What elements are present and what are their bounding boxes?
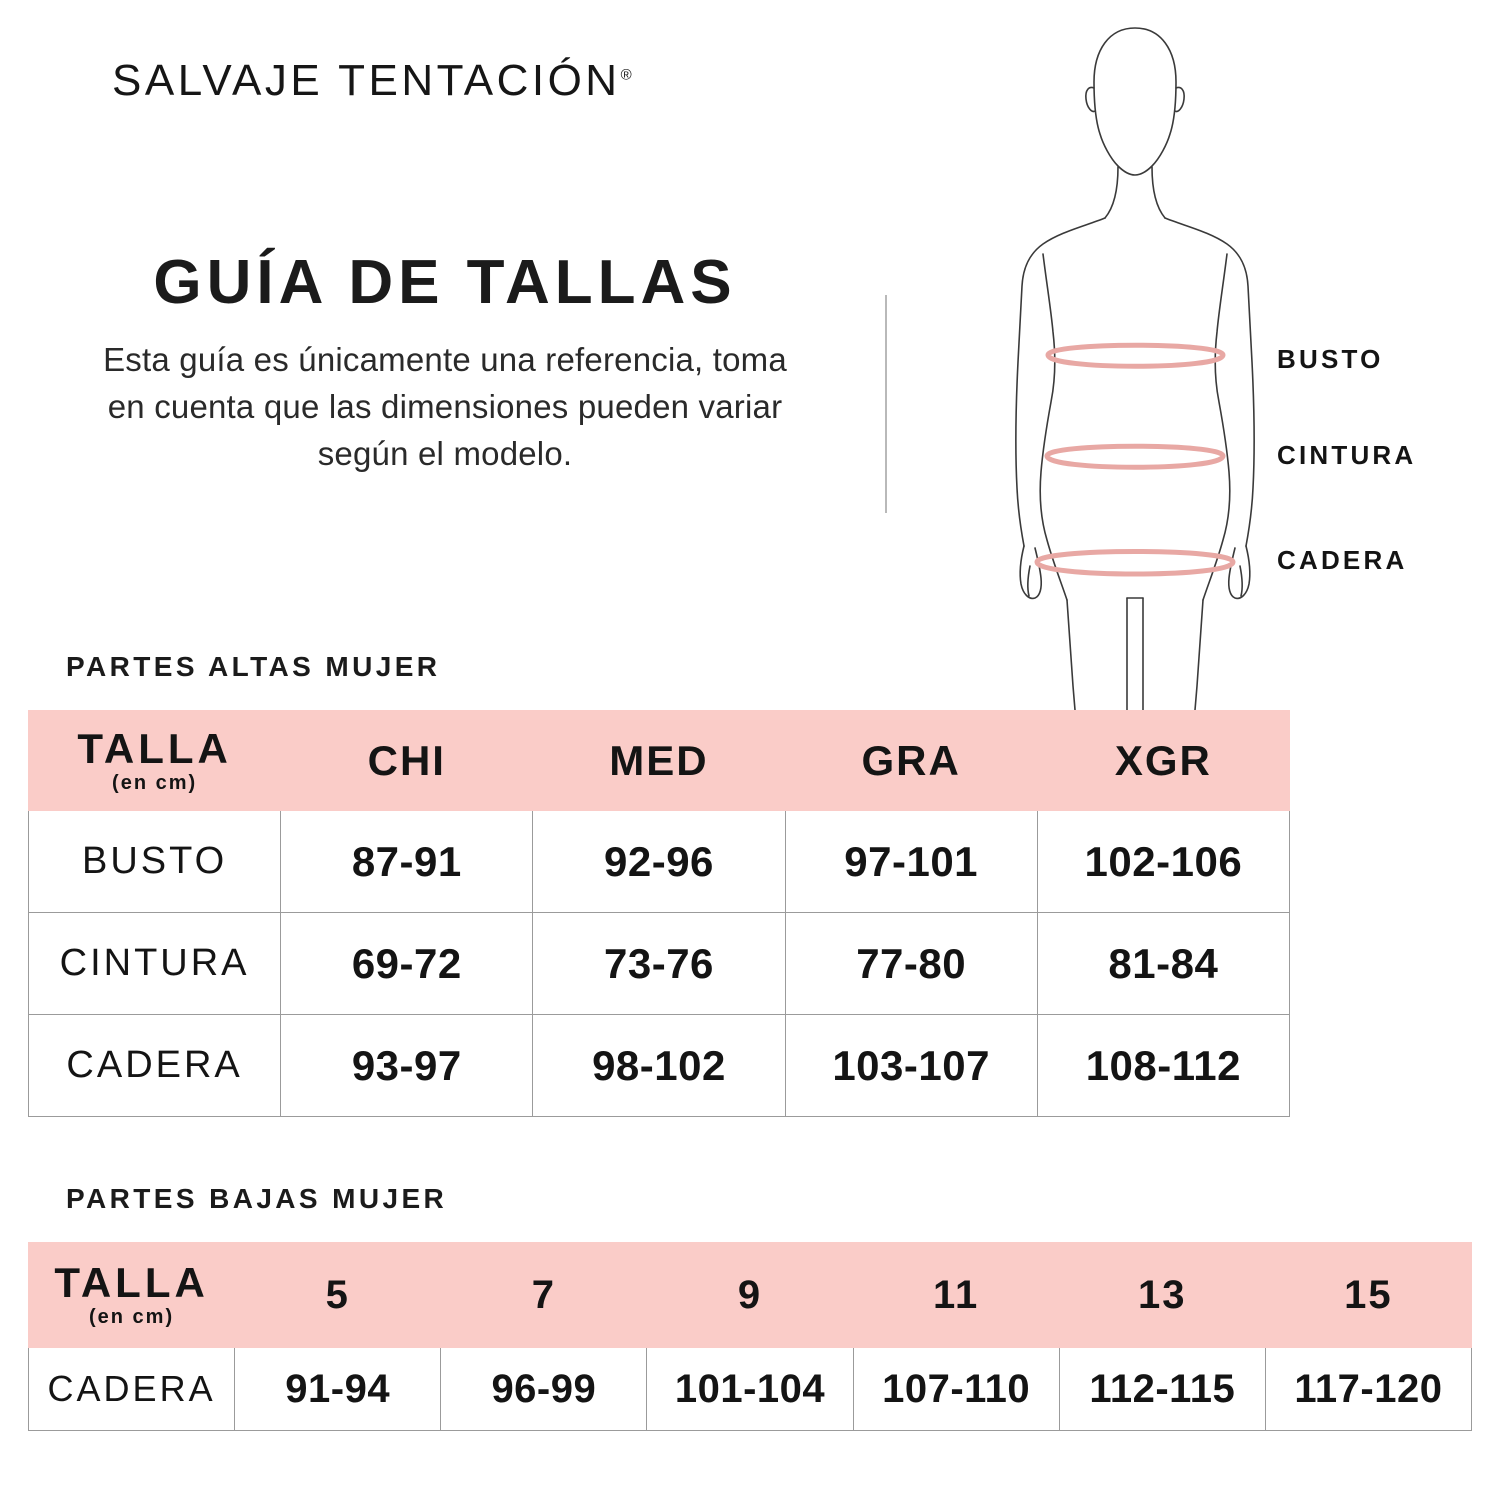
- size-table-lower: TALLA (en cm) 5 7 9 11 13 15 CADERA 91-9…: [27, 1242, 1473, 1431]
- header-size-xgr: XGR: [1036, 710, 1291, 811]
- row-label-cadera: CADERA: [27, 1014, 282, 1117]
- table-header-row: TALLA (en cm) 5 7 9 11 13 15: [27, 1242, 1473, 1348]
- header-size-7: 7: [440, 1242, 648, 1348]
- table-header-row: TALLA (en cm) CHI MED GRA XGR: [27, 710, 1291, 811]
- cell-cadera-11: 107-110: [852, 1347, 1060, 1431]
- section-caption-lower: PARTES BAJAS MUJER: [66, 1183, 448, 1214]
- intro-description: Esta guía es únicamente una referencia, …: [103, 341, 787, 472]
- cell-cadera-9: 101-104: [646, 1347, 854, 1431]
- size-table-upper: TALLA (en cm) CHI MED GRA XGR BUSTO 87-9…: [27, 710, 1291, 1117]
- cintura-measure-ellipse: [1044, 443, 1226, 470]
- table-row: BUSTO 87-91 92-96 97-101 102-106: [27, 810, 1291, 913]
- intro-block: GUÍA DE TALLAS Esta guía es únicamente u…: [40, 250, 850, 478]
- registered-trademark-icon: ®: [620, 66, 632, 84]
- row-label-cintura: CINTURA: [27, 912, 282, 1015]
- row-label-cadera: CADERA: [27, 1347, 236, 1431]
- busto-measure-ellipse: [1045, 342, 1226, 369]
- cadera-measure-ellipse: [1034, 549, 1236, 577]
- brand-title: SALVAJE TENTACIÓN®: [112, 56, 632, 106]
- header-talla-unit: (en cm): [112, 771, 198, 794]
- cell-cadera-gra: 103-107: [784, 1014, 1038, 1117]
- table-row: CADERA 91-94 96-99 101-104 107-110 112-1…: [27, 1347, 1473, 1431]
- table-row: CINTURA 69-72 73-76 77-80 81-84: [27, 912, 1291, 1015]
- table-row: CADERA 93-97 98-102 103-107 108-112: [27, 1014, 1291, 1117]
- header-size-15: 15: [1264, 1242, 1473, 1348]
- cell-cadera-5: 91-94: [234, 1347, 442, 1431]
- cell-cadera-med: 98-102: [532, 1014, 786, 1117]
- header-size-gra: GRA: [784, 710, 1038, 811]
- label-busto: BUSTO: [1277, 344, 1384, 374]
- cell-busto-med: 92-96: [532, 810, 786, 913]
- page-title: GUÍA DE TALLAS: [153, 248, 737, 317]
- header-size-11: 11: [852, 1242, 1060, 1348]
- header-talla-text: TALLA: [77, 724, 232, 772]
- cell-cadera-7: 96-99: [440, 1347, 648, 1431]
- cell-cadera-13: 112-115: [1058, 1347, 1266, 1431]
- vertical-divider: [885, 295, 887, 513]
- header-size-med: MED: [532, 710, 786, 811]
- cell-busto-gra: 97-101: [784, 810, 1038, 913]
- cell-cadera-chi: 93-97: [280, 1014, 534, 1117]
- header-talla: TALLA (en cm): [27, 710, 282, 811]
- section-caption-upper: PARTES ALTAS MUJER: [66, 651, 441, 682]
- cell-cadera-15: 117-120: [1264, 1347, 1473, 1431]
- header-size-chi: CHI: [280, 710, 534, 811]
- body-outline-svg: [1015, 27, 1255, 710]
- cell-cintura-gra: 77-80: [784, 912, 1038, 1015]
- header-size-13: 13: [1058, 1242, 1266, 1348]
- header-talla-unit: (en cm): [89, 1306, 175, 1329]
- cell-cintura-chi: 69-72: [280, 912, 534, 1015]
- header-size-5: 5: [234, 1242, 442, 1348]
- label-cadera: CADERA: [1277, 545, 1408, 575]
- header-talla-text: TALLA: [54, 1259, 209, 1307]
- header-talla: TALLA (en cm): [27, 1242, 236, 1348]
- header-size-9: 9: [646, 1242, 854, 1348]
- label-cintura: CINTURA: [1277, 440, 1417, 470]
- cell-cadera-xgr: 108-112: [1036, 1014, 1291, 1117]
- female-body-diagram: [985, 10, 1285, 710]
- cell-busto-xgr: 102-106: [1036, 810, 1291, 913]
- row-label-busto: BUSTO: [27, 810, 282, 913]
- cell-cintura-med: 73-76: [532, 912, 786, 1015]
- cell-busto-chi: 87-91: [280, 810, 534, 913]
- cell-cintura-xgr: 81-84: [1036, 912, 1291, 1015]
- brand-name: SALVAJE TENTACIÓN: [112, 56, 621, 105]
